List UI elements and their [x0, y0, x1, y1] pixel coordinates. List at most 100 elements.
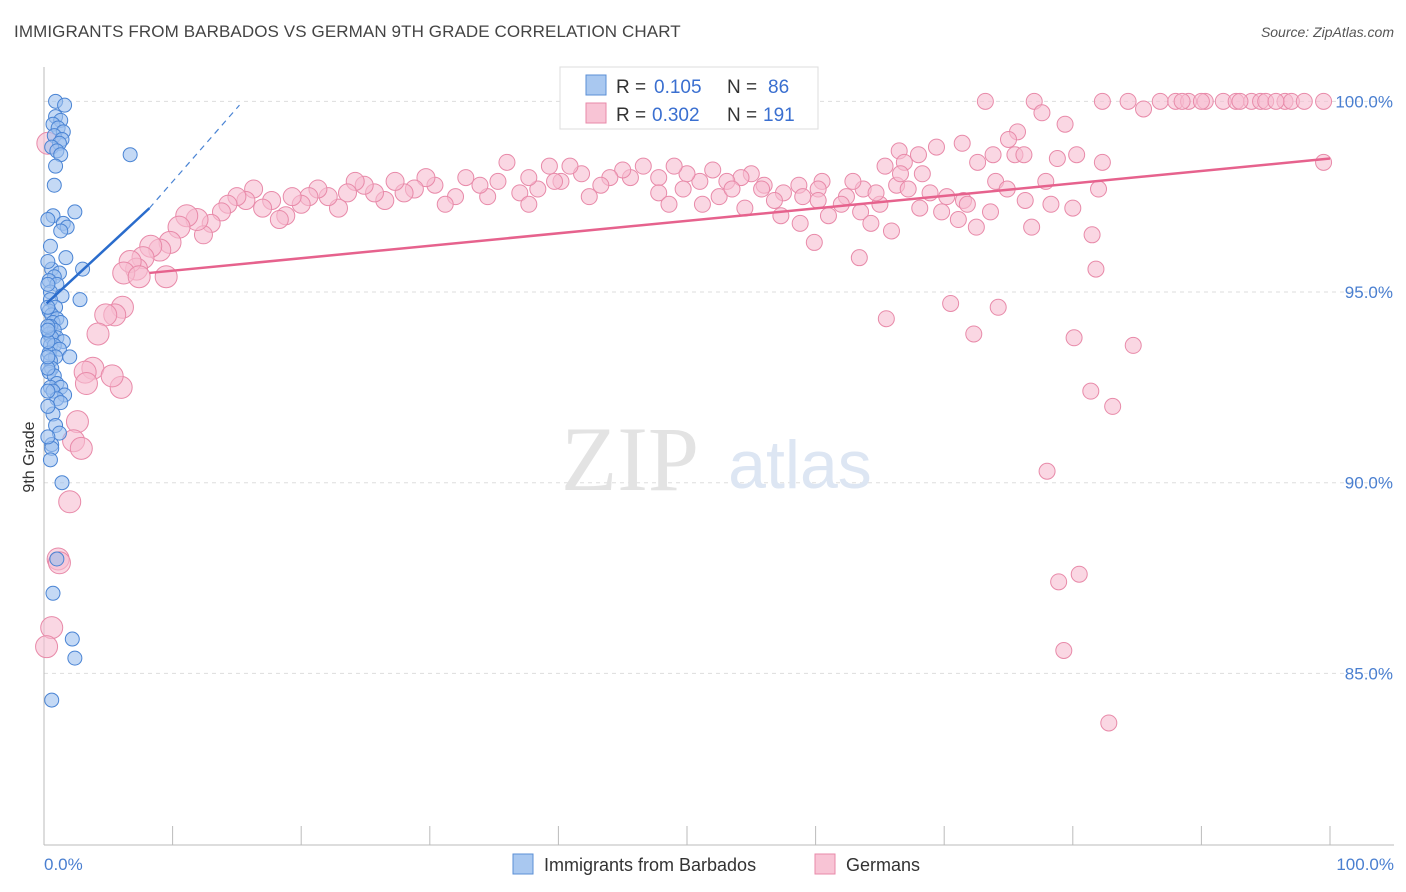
- germans-point-130: [693, 195, 711, 213]
- germans-point-125: [520, 195, 538, 213]
- germans-point-68: [489, 172, 507, 190]
- barbados-point-50: [62, 349, 78, 365]
- germans-point-160: [965, 325, 983, 343]
- germans-point-20: [1267, 92, 1285, 110]
- germans-point-24: [953, 134, 971, 152]
- germans-point-89: [282, 187, 302, 207]
- barbados-point-82: [40, 254, 56, 269]
- germans-point-32: [1068, 146, 1086, 164]
- germans-point-29: [876, 157, 894, 175]
- germans-point-70: [471, 176, 489, 194]
- barbados-point-85: [40, 398, 56, 414]
- germans-point-154: [1042, 195, 1060, 213]
- barbados-point-1: [57, 97, 73, 113]
- barbados-point-84: [40, 349, 56, 365]
- barbados-point-67: [42, 452, 58, 468]
- germans-point-119: [65, 410, 89, 434]
- germans-point-151: [981, 203, 999, 221]
- germans-point-123: [40, 616, 64, 640]
- germans-point-67: [498, 153, 516, 171]
- source-label: Source: ZipAtlas.com: [1260, 24, 1394, 40]
- germans-point-40: [844, 172, 862, 190]
- barbados-point-81: [40, 429, 56, 445]
- germans-point-167: [1065, 329, 1083, 347]
- germans-point-170: [1124, 336, 1142, 354]
- germans-point-169: [1104, 397, 1122, 415]
- watermark-atlas: atlas: [728, 427, 872, 503]
- germans-point-165: [1056, 115, 1074, 133]
- y-tick-label-2: 90.0%: [1345, 474, 1393, 493]
- germans-point-155: [1064, 199, 1082, 217]
- barbados-point-83: [40, 322, 56, 338]
- germans-point-50: [691, 172, 709, 190]
- trend-lines: [45, 104, 1331, 305]
- germans-point-63: [540, 157, 558, 175]
- germans-point-177: [805, 233, 823, 251]
- germans-point-83: [337, 183, 357, 203]
- germans-point-142: [862, 214, 880, 232]
- germans-point-64: [529, 180, 547, 198]
- barbados-point-76: [40, 276, 56, 292]
- barbados-point-15: [46, 177, 62, 193]
- legend-r-value-2: 0.302: [652, 105, 700, 126]
- germans-point-175: [1100, 714, 1118, 732]
- germans-point-138: [809, 191, 827, 209]
- germans-point-135: [765, 191, 783, 209]
- legend-r-label-1: R =: [616, 77, 646, 98]
- legend-n-value-2: 191: [763, 105, 795, 126]
- germans-point-159: [942, 294, 960, 312]
- germans-trend-line: [149, 157, 1331, 275]
- bottom-legend: Immigrants from Barbados Germans: [512, 853, 920, 875]
- germans-point-71: [457, 169, 475, 187]
- germans-point-166: [1087, 260, 1105, 278]
- y-axis-label: 9th Grade: [21, 421, 38, 492]
- y-tick-label-0: 100.0%: [1335, 92, 1393, 111]
- barbados-trend-extension: [149, 104, 240, 209]
- germans-point-26: [909, 146, 927, 164]
- germans-point-144: [882, 222, 900, 240]
- germans-point-3: [1093, 92, 1111, 110]
- germans-point-158: [877, 310, 895, 328]
- barbados-trend-line: [45, 207, 151, 305]
- germans-point-164: [1048, 150, 1066, 168]
- bottom-legend-swatch-blue: [512, 853, 534, 875]
- y-tick-labels: 100.0% 95.0% 90.0% 85.0%: [1335, 92, 1393, 683]
- germans-point-59: [580, 188, 598, 206]
- germans-point-182: [958, 195, 976, 213]
- germans-point-186: [1000, 130, 1017, 148]
- germans-point-5: [1135, 100, 1153, 118]
- germans-point-124: [35, 635, 59, 659]
- germans-point-128: [660, 195, 678, 213]
- germans-point-156: [1083, 226, 1101, 244]
- germans-point-176: [791, 214, 809, 232]
- germans-point-78: [385, 171, 405, 191]
- germans-point-53: [650, 169, 668, 187]
- germans-point-0: [976, 92, 994, 110]
- x-tick-label-right: 100.0%: [1336, 855, 1394, 874]
- germans-point-6: [1151, 92, 1169, 110]
- germans-point-183: [969, 153, 987, 171]
- germans-point-150: [967, 218, 985, 236]
- germans-point-148: [949, 211, 967, 229]
- germans-point-54: [634, 157, 652, 175]
- germans-point-17: [1173, 92, 1191, 110]
- germans-point-185: [1090, 180, 1108, 198]
- barbados-point-22: [58, 250, 74, 266]
- legend-swatch-blue: [585, 74, 607, 96]
- germans-point-153: [1023, 218, 1041, 236]
- germans-point-168: [1082, 382, 1100, 400]
- germans-point-52: [665, 157, 683, 175]
- germans-point-134: [753, 180, 771, 198]
- barbados-point-20: [53, 223, 69, 239]
- y-tick-label-3: 85.0%: [1345, 664, 1393, 683]
- legend-r-label-2: R =: [616, 105, 646, 126]
- germans-point-189: [69, 436, 93, 460]
- y-tick-label-1: 95.0%: [1345, 283, 1393, 302]
- germans-point-21: [1295, 92, 1313, 110]
- germans-points: [35, 92, 1333, 732]
- legend-n-value-1: 86: [768, 77, 789, 98]
- germans-point-36: [913, 165, 931, 183]
- germans-point-126: [546, 172, 564, 190]
- germans-point-118: [74, 372, 98, 396]
